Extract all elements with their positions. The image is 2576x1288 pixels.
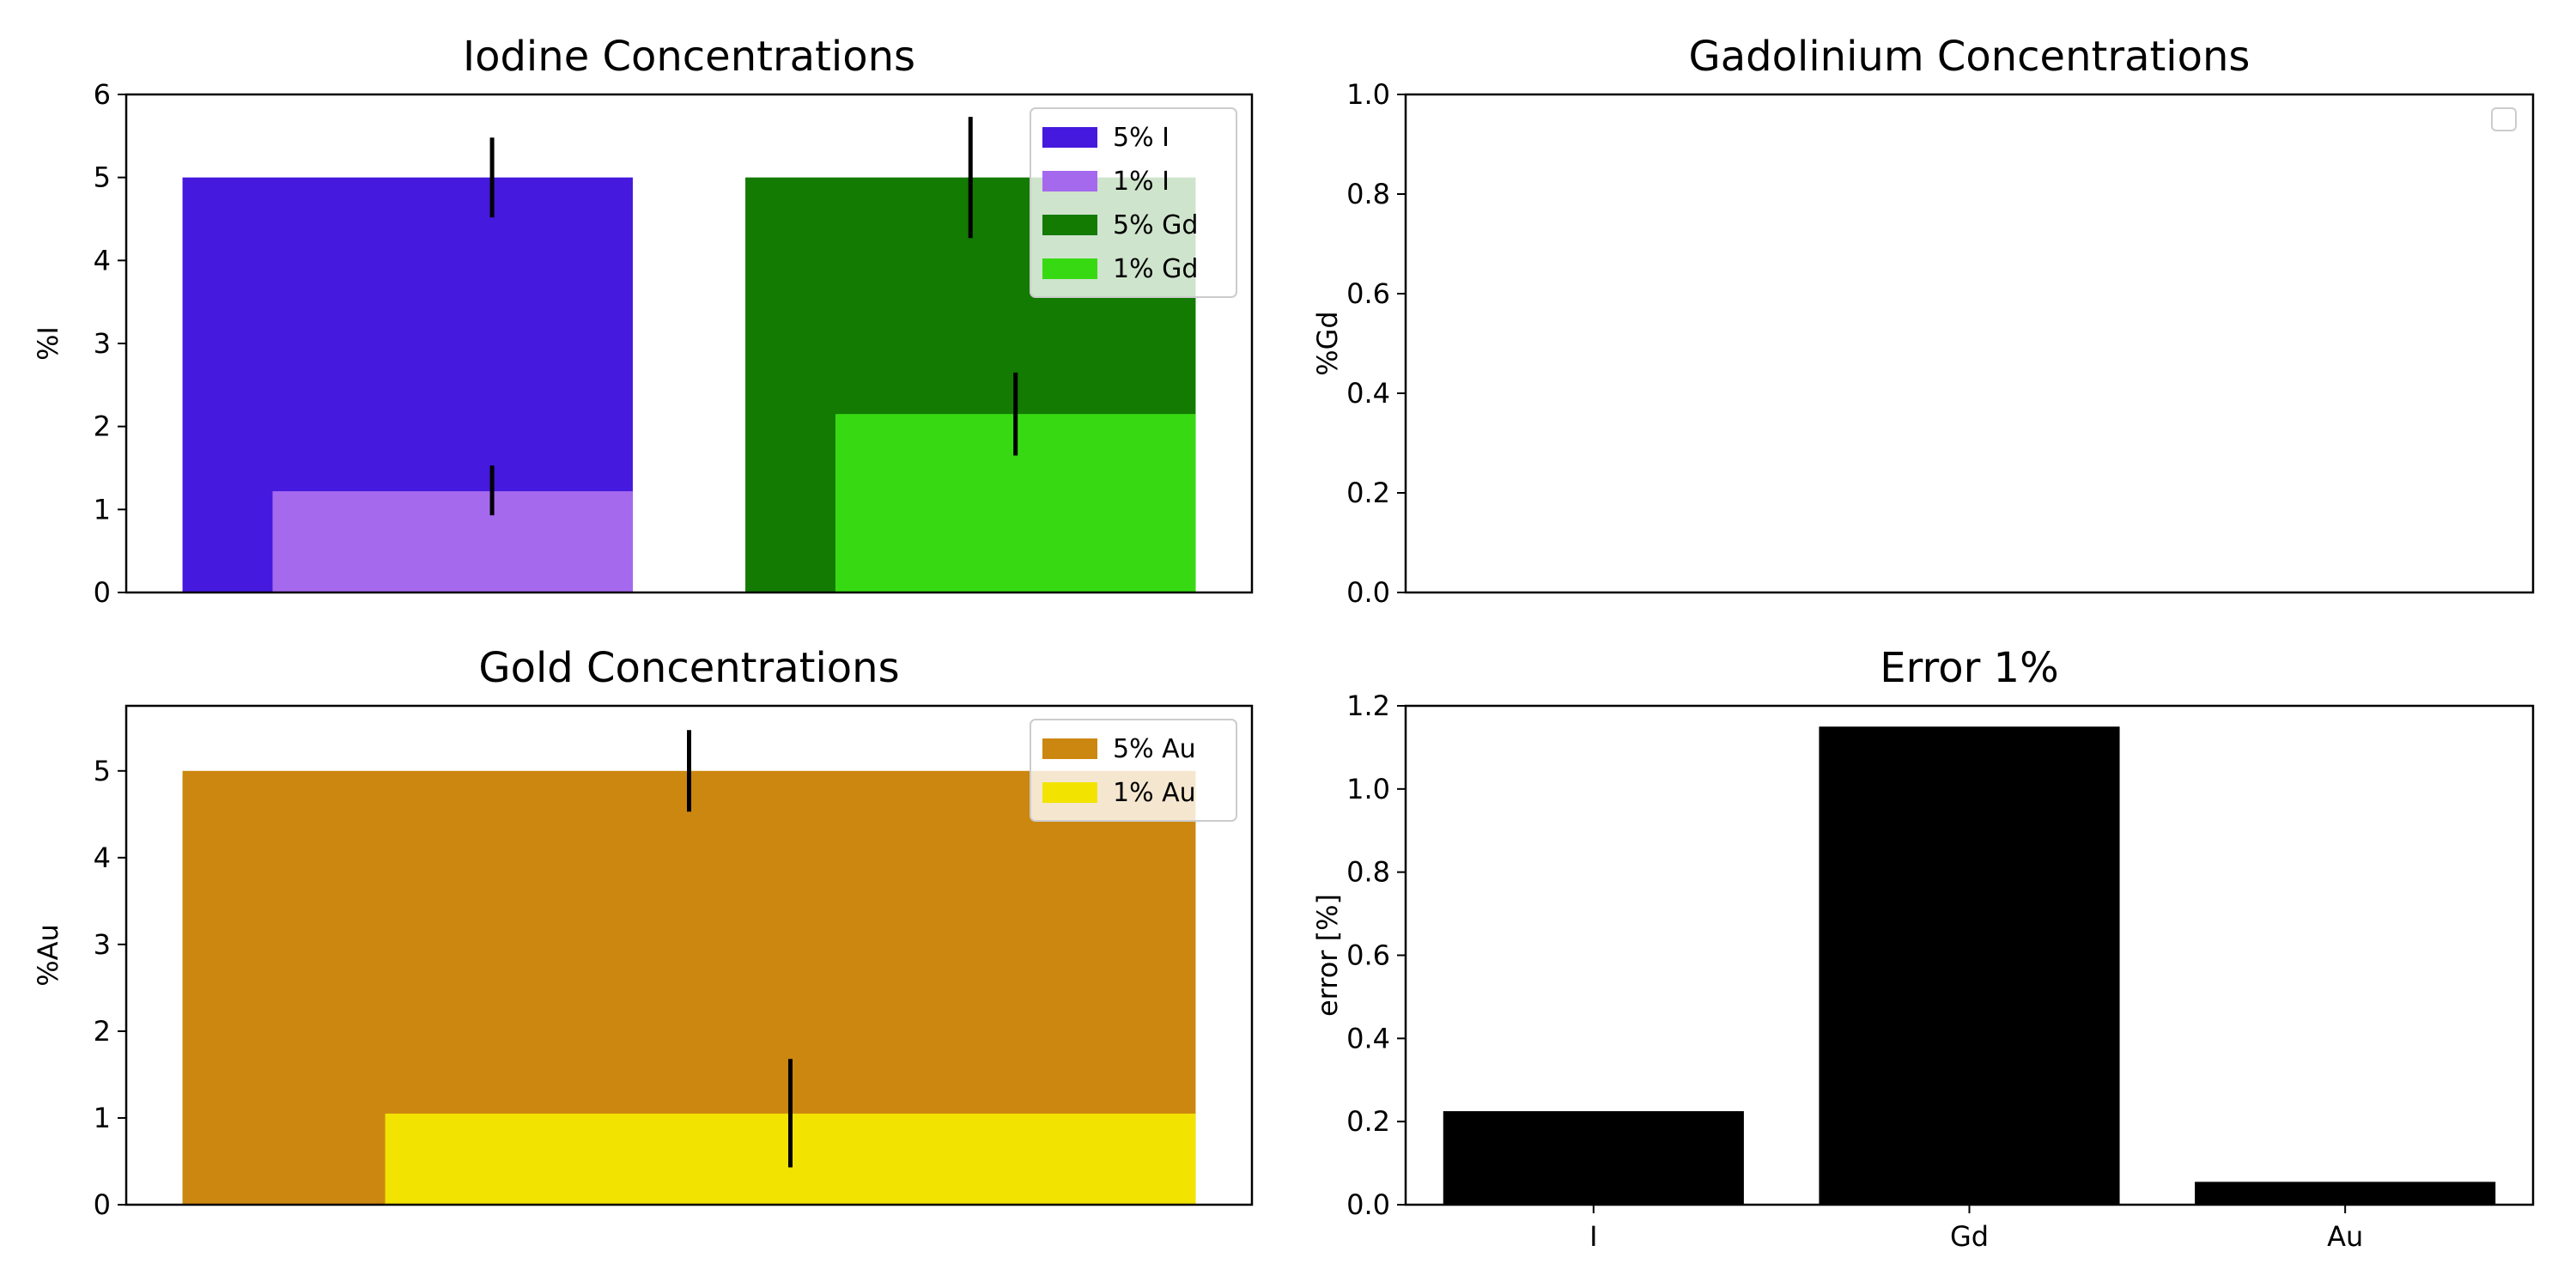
iodine-ytick-label: 1 — [94, 493, 111, 526]
error-bar — [1819, 726, 2120, 1205]
gold-legend-label: 1% Au — [1113, 778, 1196, 808]
gadolinium-legend-box — [2491, 107, 2517, 131]
iodine-legend-label: 1% I — [1113, 167, 1170, 197]
gold-ytick-label: 5 — [94, 755, 111, 787]
iodine-ylabel: %I — [32, 326, 64, 361]
gadolinium-ytick-label: 0.0 — [1346, 576, 1390, 609]
iodine-legend-swatch — [1042, 171, 1097, 191]
gold-ytick-label: 1 — [94, 1102, 111, 1134]
gadolinium-ytick-label: 1.0 — [1346, 78, 1390, 111]
gadolinium-ytick-label: 0.2 — [1346, 477, 1390, 509]
iodine-ytick-label: 0 — [94, 576, 111, 609]
iodine-legend: 5% I 1% I 5% Gd 1% Gd — [1030, 107, 1237, 298]
gold-legend-swatch — [1042, 782, 1097, 803]
iodine-legend-swatch — [1042, 215, 1097, 235]
error-ytick-label: 0.0 — [1346, 1188, 1390, 1221]
iodine-legend-label: 5% I — [1113, 123, 1170, 153]
error-ylabel: error [%] — [1311, 894, 1344, 1017]
gold-chart: Gold Concentrations 0 1 2 3 4 5 %Au 5% Au 1% Au — [32, 644, 1254, 1221]
gadolinium-ytick-label: 0.6 — [1346, 277, 1390, 310]
iodine-ytick-label: 3 — [94, 327, 111, 360]
iodine-legend-swatch — [1042, 127, 1097, 148]
error-title: Error 1% — [1880, 644, 2058, 692]
gadolinium-axes-frame — [1404, 93, 2535, 594]
error-ytick-label: 1.0 — [1346, 773, 1390, 805]
iodine-ytick-label: 6 — [94, 78, 111, 111]
error-bar — [2195, 1182, 2496, 1205]
gold-ytick-label: 2 — [94, 1015, 111, 1048]
error-ytick-label: 0.2 — [1346, 1105, 1390, 1138]
gold-ytick-label: 0 — [94, 1188, 111, 1221]
iodine-legend-box — [1030, 107, 1237, 298]
iodine-ytick-label: 5 — [94, 161, 111, 194]
gadolinium-ylabel: %Gd — [1311, 311, 1344, 376]
gold-ytick-label: 3 — [94, 928, 111, 961]
gold-axes-frame — [125, 704, 1254, 1206]
error-bar — [1443, 1111, 1744, 1205]
gold-ylabel: %Au — [32, 924, 64, 987]
gadolinium-legend — [2491, 107, 2517, 131]
error-ytick-label: 0.6 — [1346, 939, 1390, 972]
gold-legend: 5% Au 1% Au — [1030, 719, 1237, 822]
error-xtick-label: I — [1589, 1220, 1597, 1253]
error-ytick-label: 0.8 — [1346, 856, 1390, 889]
iodine-ytick-label: 4 — [94, 244, 111, 276]
gadolinium-chart: Gadolinium Concentrations 0.0 0.2 0.4 0.6 0.8… — [1311, 33, 2535, 609]
iodine-bar — [272, 491, 633, 592]
gold-legend-label: 5% Au — [1113, 734, 1196, 764]
iodine-legend-swatch — [1042, 258, 1097, 279]
gadolinium-ytick-label: 0.4 — [1346, 377, 1390, 410]
error-axes-frame — [1404, 704, 2535, 1206]
gadolinium-title: Gadolinium Concentrations — [1689, 33, 2251, 81]
iodine-ytick-label: 2 — [94, 410, 111, 443]
iodine-axes-frame — [125, 93, 1254, 594]
gold-ytick-label: 4 — [94, 841, 111, 874]
iodine-legend-label: 1% Gd — [1113, 254, 1198, 284]
error-ytick-label: 1.2 — [1346, 690, 1390, 722]
iodine-legend-label: 5% Gd — [1113, 210, 1198, 240]
iodine-title: Iodine Concentrations — [463, 33, 915, 81]
gold-title: Gold Concentrations — [478, 644, 899, 692]
gold-legend-swatch — [1042, 738, 1097, 759]
error-xtick-label: Gd — [1950, 1220, 1989, 1253]
error-chart: Error 1% 0.0 0.2 0.4 0.6 0.8 1.0 1.2 error [%] I G… — [1311, 644, 2535, 1253]
error-xtick-label: Au — [2327, 1220, 2363, 1253]
gadolinium-ytick-label: 0.8 — [1346, 178, 1390, 210]
error-ytick-label: 0.4 — [1346, 1022, 1390, 1054]
